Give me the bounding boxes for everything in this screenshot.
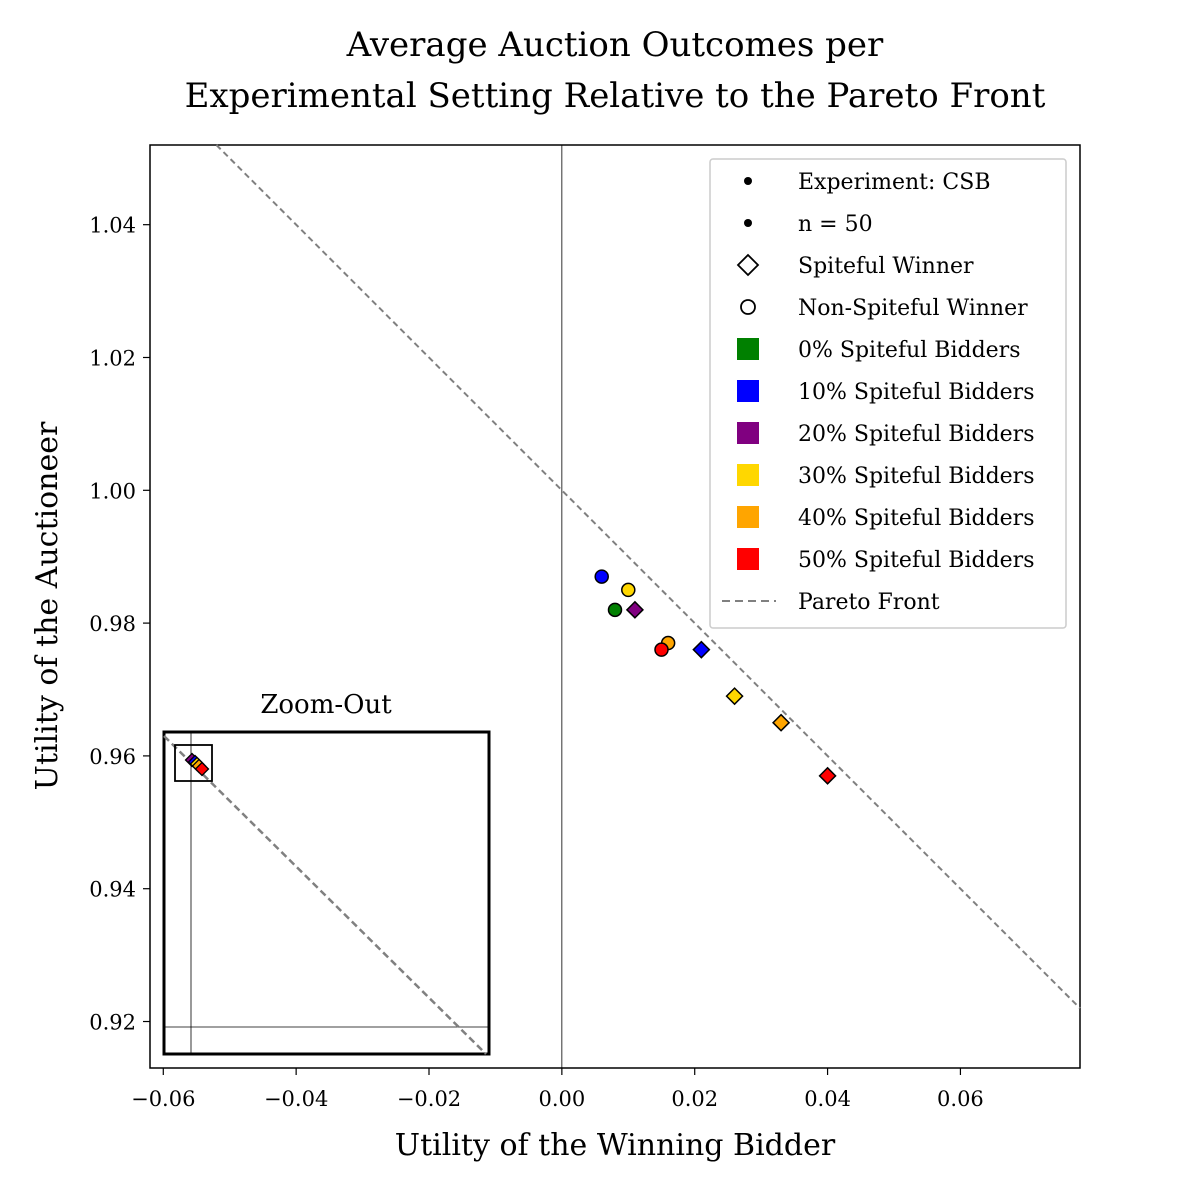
y-tick-label: 1.02 <box>89 346 136 370</box>
legend-color-swatch <box>737 464 759 486</box>
data-point-diamond <box>625 600 644 619</box>
chart-title-line-1: Average Auction Outcomes per <box>346 25 884 65</box>
legend-entry-label: 30% Spiteful Bidders <box>798 464 1034 489</box>
legend-entry-label: Non-Spiteful Winner <box>798 296 1028 321</box>
y-tick-label: 0.96 <box>89 745 136 769</box>
legend-entry-label: n = 50 <box>798 212 873 237</box>
legend-dot-icon <box>744 177 752 185</box>
data-point-circle <box>594 569 609 584</box>
inset-data-point <box>194 761 210 777</box>
zoom-out-inset: Zoom-Out <box>162 690 491 1056</box>
legend-color-swatch <box>737 380 759 402</box>
axis-ticks: −0.06 −0.04 −0.02 0.00 0.02 0.04 0.06 0.92 0.94 0… <box>89 214 984 1111</box>
y-tick-label: 0.94 <box>89 878 136 902</box>
legend-entry-label: 50% Spiteful Bidders <box>798 548 1034 573</box>
inset-title: Zoom-Out <box>260 690 392 720</box>
legend-entries: Experiment: CSB n = 50 Spiteful Winner Non-… <box>722 170 1034 615</box>
legend-color-swatch <box>737 548 759 570</box>
legend-dot-icon <box>744 219 752 227</box>
x-tick-label: −0.04 <box>264 1087 328 1111</box>
legend-entry-label: 10% Spiteful Bidders <box>798 380 1034 405</box>
inset-zoom-box <box>174 744 213 782</box>
x-tick-label: 0.06 <box>937 1087 984 1111</box>
legend-circle-icon <box>740 299 756 315</box>
x-axis-label: Utility of the Winning Bidder <box>395 1128 836 1163</box>
x-tick-label: 0.02 <box>671 1087 718 1111</box>
inset-frame <box>162 730 491 1056</box>
legend: Experiment: CSB n = 50 Spiteful Winner Non-… <box>709 158 1067 629</box>
data-point-circle <box>621 582 636 598</box>
legend-entry-label: 40% Spiteful Bidders <box>798 506 1034 531</box>
pareto-front-line <box>215 144 1081 1009</box>
y-axis-label: Utility of the Auctioneer <box>30 421 65 790</box>
data-point-diamond <box>692 640 711 659</box>
legend-entry-label: 20% Spiteful Bidders <box>798 422 1034 447</box>
data-point-diamond <box>818 766 837 785</box>
x-tick-label: −0.06 <box>131 1087 195 1111</box>
data-point-diamond <box>772 713 791 732</box>
y-tick-label: 1.04 <box>89 214 136 238</box>
x-tick-label: −0.02 <box>397 1087 461 1111</box>
chart-title-line-2: Experimental Setting Relative to the Par… <box>185 76 1046 116</box>
y-tick-label: 1.00 <box>89 479 136 503</box>
inset-pareto-front-line <box>163 735 487 1055</box>
legend-diamond-icon <box>736 253 760 277</box>
pareto-front-group <box>215 144 1081 1009</box>
inset-content <box>163 732 489 1055</box>
y-tick-label: 0.98 <box>89 612 136 636</box>
data-point-diamond <box>725 687 744 706</box>
y-tick-label: 0.92 <box>89 1011 136 1035</box>
data-point-circle <box>607 602 623 618</box>
data-points <box>594 569 837 785</box>
legend-color-swatch <box>737 506 759 528</box>
x-tick-label: 0.04 <box>804 1087 851 1111</box>
data-point-circle <box>654 642 669 657</box>
legend-color-swatch <box>737 422 759 444</box>
legend-entry-label: Pareto Front <box>798 590 940 615</box>
legend-frame <box>709 158 1067 629</box>
legend-entry-label: 0% Spiteful Bidders <box>798 338 1020 363</box>
legend-entry-label: Experiment: CSB <box>798 170 991 195</box>
x-tick-label: 0.00 <box>538 1087 585 1111</box>
legend-color-swatch <box>737 338 759 360</box>
plot-area-frame <box>149 144 1081 1069</box>
legend-entry-label: Spiteful Winner <box>798 254 974 279</box>
